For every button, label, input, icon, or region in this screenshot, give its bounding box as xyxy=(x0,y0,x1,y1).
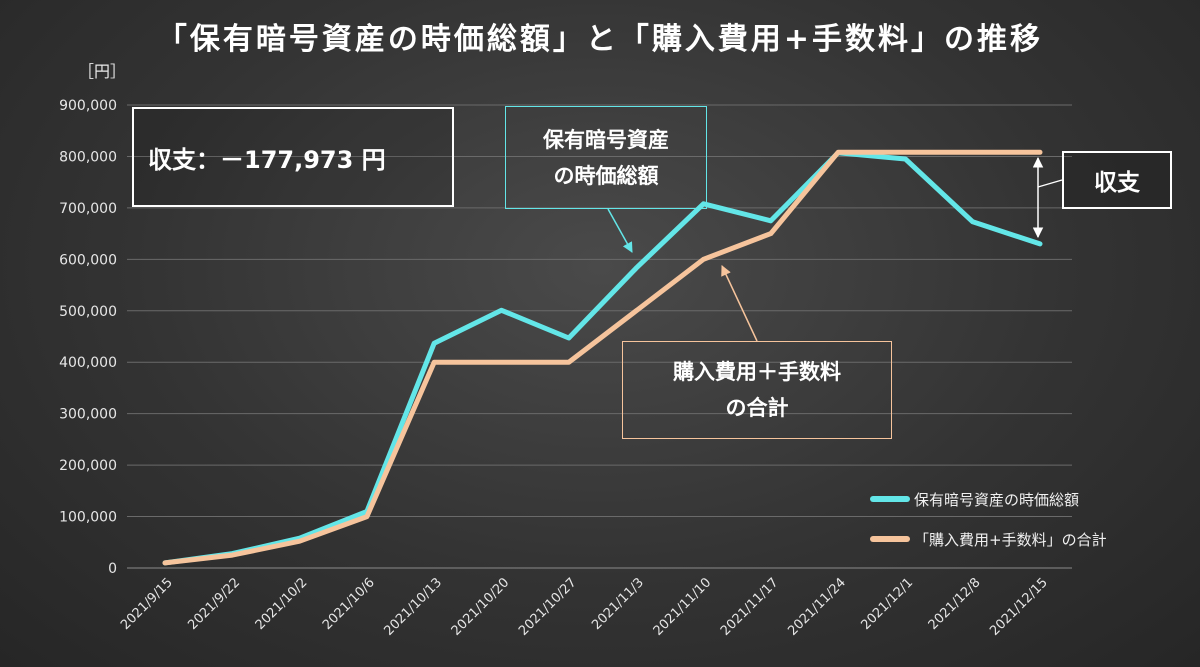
legend-label-cost: 「購入費用+手数料」の合計 xyxy=(914,530,1107,549)
asset-callout-arrow xyxy=(607,208,633,253)
cost-callout-arrow xyxy=(721,265,758,342)
y-tick-label: 800,000 xyxy=(59,149,117,165)
series-line-asset xyxy=(162,150,1043,566)
y-tick-label: 400,000 xyxy=(59,355,117,371)
x-tick-label: 2021/12/8 xyxy=(926,575,984,633)
balance-label: 収支 xyxy=(1094,170,1140,196)
balance-summary-label: 収支：－177,973 円 xyxy=(148,145,386,174)
legend-label-asset: 保有暗号資産の時価総額 xyxy=(914,490,1080,509)
x-tick-label: 2021/10/27 xyxy=(516,575,580,639)
cost-callout-line2: の合計 xyxy=(725,396,789,420)
x-tick-label: 2021/10/20 xyxy=(449,575,513,639)
x-tick-label: 2021/10/13 xyxy=(381,575,445,639)
x-tick-label: 2021/10/2 xyxy=(253,575,311,633)
y-tick-label: 900,000 xyxy=(59,98,117,114)
balance-summary-box: 収支：－177,973 円 xyxy=(132,107,454,207)
x-tick-label: 2021/12/15 xyxy=(987,575,1051,639)
x-tick-label: 2021/11/17 xyxy=(718,575,782,639)
cost-callout-line1: 購入費用＋手数料 xyxy=(673,360,841,384)
legend-swatch-cost xyxy=(870,536,910,542)
asset-callout-line2: の時価総額 xyxy=(553,163,659,188)
balance-connector xyxy=(1037,179,1063,188)
series-line-cost xyxy=(162,149,1043,566)
x-tick-label: 2021/12/1 xyxy=(858,575,916,633)
y-tick-label: 700,000 xyxy=(59,201,117,217)
x-tick-label: 2021/11/3 xyxy=(589,575,647,633)
y-axis-unit: ［円］ xyxy=(78,62,127,81)
asset-callout-box: 保有暗号資産 の時価総額 xyxy=(505,106,707,209)
x-tick-label: 2021/9/22 xyxy=(185,575,243,633)
x-tick-label: 2021/9/15 xyxy=(118,575,176,633)
x-tick-label: 2021/11/24 xyxy=(785,575,849,639)
legend-item-cost: 「購入費用+手数料」の合計 xyxy=(870,528,1107,550)
legend-item-asset: 保有暗号資産の時価総額 xyxy=(870,488,1107,510)
balance-label-box: 収支 xyxy=(1062,151,1172,209)
legend-swatch-asset xyxy=(870,496,910,502)
cost-callout-box: 購入費用＋手数料 の合計 xyxy=(622,341,892,439)
y-tick-label: 100,000 xyxy=(59,510,117,526)
y-tick-label: 200,000 xyxy=(59,458,117,474)
y-tick-label: 300,000 xyxy=(59,407,117,423)
x-tick-label: 2021/10/6 xyxy=(320,575,378,633)
y-tick-label: 500,000 xyxy=(59,304,117,320)
y-tick-label: 0 xyxy=(108,561,117,577)
x-tick-label: 2021/11/10 xyxy=(651,575,715,639)
y-tick-label: 600,000 xyxy=(59,252,117,268)
chart-title: 「保有暗号資産の時価総額」と「購入費用+手数料」の推移 xyxy=(156,22,1044,57)
legend: 保有暗号資産の時価総額 「購入費用+手数料」の合計 xyxy=(870,488,1107,568)
asset-callout-line1: 保有暗号資産 xyxy=(543,127,669,152)
